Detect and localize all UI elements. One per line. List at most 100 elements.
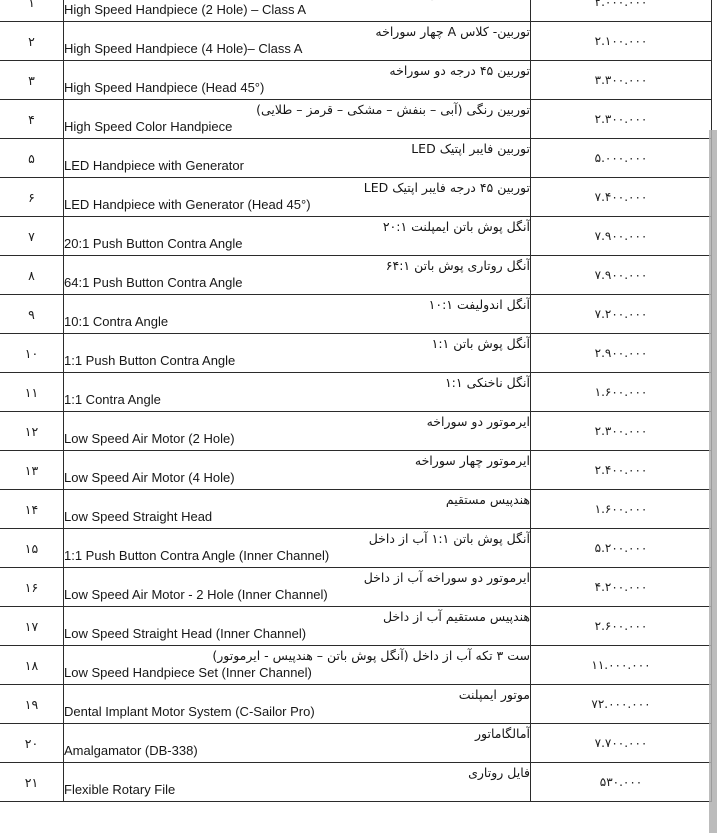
cell-description: آنگل پوش باتن ایمپلنت ۲۰:۱ 20:1 Push Butt… bbox=[63, 216, 531, 256]
table-row: ۷.۷۰۰.۰۰۰ آمالگاماتور Amalgamator (DB-338)… bbox=[0, 723, 712, 763]
cell-row-number: ۱۵ bbox=[0, 528, 64, 568]
description-english: Low Speed Air Motor - 2 Hole (Inner Chan… bbox=[64, 586, 328, 602]
cell-price: ۱.۶۰۰.۰۰۰ bbox=[530, 489, 712, 529]
description-english: High Speed Handpiece (4 Hole)– Class A bbox=[64, 40, 303, 56]
cell-row-number: ۱۷ bbox=[0, 606, 64, 646]
cell-price: ۱۱.۰۰۰.۰۰۰ bbox=[530, 645, 712, 685]
cell-row-number: ۱۰ bbox=[0, 333, 64, 373]
table-row: ۴.۲۰۰.۰۰۰ ایرموتور دو سوراخه آب از داخل Lo… bbox=[0, 567, 712, 607]
description-persian: آنگل پوش باتن ۱:۱ آب از داخل bbox=[368, 531, 530, 547]
cell-row-number: ۱۶ bbox=[0, 567, 64, 607]
description-english: 1:1 Push Button Contra Angle bbox=[64, 352, 236, 368]
table-row: ۷.۹۰۰.۰۰۰ آنگل پوش باتن ایمپلنت ۲۰:۱ 20:1 … bbox=[0, 216, 712, 256]
description-persian: ایرموتور دو سوراخه bbox=[426, 414, 530, 430]
table-row: ۵.۲۰۰.۰۰۰ آنگل پوش باتن ۱:۱ آب از داخل 1:1… bbox=[0, 528, 712, 568]
cell-description: آنگل پوش باتن ۱:۱ آب از داخل 1:1 Push But… bbox=[63, 528, 531, 568]
description-english: Dental Implant Motor System (C-Sailor Pr… bbox=[64, 703, 315, 719]
cell-description: موتور ایمپلنت Dental Implant Motor System… bbox=[63, 684, 531, 724]
cell-price: ۷.۴۰۰.۰۰۰ bbox=[530, 177, 712, 217]
cell-description: هندپیس مستقیم Low Speed Straight Head bbox=[63, 489, 531, 529]
description-english: Low Speed Air Motor (2 Hole) bbox=[64, 430, 235, 446]
description-persian: ست ۳ تکه آب از داخل (آنگل پوش باتن – هند… bbox=[212, 648, 530, 664]
description-english: 20:1 Push Button Contra Angle bbox=[64, 235, 243, 251]
description-persian: موتور ایمپلنت bbox=[458, 687, 530, 703]
cell-row-number: ۲۰ bbox=[0, 723, 64, 763]
cell-description: ست ۳ تکه آب از داخل (آنگل پوش باتن – هند… bbox=[63, 645, 531, 685]
cell-price: ۷.۲۰۰.۰۰۰ bbox=[530, 294, 712, 334]
cell-row-number: ۵ bbox=[0, 138, 64, 178]
cell-description: هندپیس مستقیم آب از داخل Low Speed Straig… bbox=[63, 606, 531, 646]
cell-row-number: ۱۲ bbox=[0, 411, 64, 451]
description-english: 1:1 Contra Angle bbox=[64, 391, 161, 407]
cell-row-number: ۱ bbox=[0, 0, 64, 22]
table-row: ۱.۶۰۰.۰۰۰ آنگل ناخنکی ۱:۱ 1:1 Contra Angle… bbox=[0, 372, 712, 412]
description-persian: توربین رنگی (آبی – بنفش – مشکی – قرمز – … bbox=[256, 102, 530, 118]
table-row: ۲.۹۰۰.۰۰۰ آنگل پوش باتن ۱:۱ 1:1 Push Butto… bbox=[0, 333, 712, 373]
cell-description: آمالگاماتور Amalgamator (DB-338) bbox=[63, 723, 531, 763]
cell-description: توربین رنگی (آبی – بنفش – مشکی – قرمز – … bbox=[63, 99, 531, 139]
cell-price: ۲.۳۰۰.۰۰۰ bbox=[530, 411, 712, 451]
cell-description: فایل روتاری Flexible Rotary File bbox=[63, 762, 531, 802]
cell-description: توربین فایبر اپتیک LED LED Handpiece with… bbox=[63, 138, 531, 178]
description-english: Low Speed Handpiece Set (Inner Channel) bbox=[64, 664, 312, 680]
cell-row-number: ۲۱ bbox=[0, 762, 64, 802]
cell-price: ۷.۹۰۰.۰۰۰ bbox=[530, 255, 712, 295]
description-english: Low Speed Straight Head (Inner Channel) bbox=[64, 625, 307, 641]
description-english: Amalgamator (DB-338) bbox=[64, 742, 198, 758]
description-english: 1:1 Push Button Contra Angle (Inner Chan… bbox=[64, 547, 330, 563]
table-row: ۲.۳۰۰.۰۰۰ توربین رنگی (آبی – بنفش – مشکی … bbox=[0, 99, 712, 139]
description-persian: توربین ۴۵ درجه فایبر اپتیک LED bbox=[363, 180, 530, 196]
cell-row-number: ۸ bbox=[0, 255, 64, 295]
cell-price: ۱.۶۰۰.۰۰۰ bbox=[530, 372, 712, 412]
cell-description: ایرموتور دو سوراخه Low Speed Air Motor (2… bbox=[63, 411, 531, 451]
cell-price: ۷۲.۰۰۰.۰۰۰ bbox=[530, 684, 712, 724]
cell-price: ۴.۲۰۰.۰۰۰ bbox=[530, 567, 712, 607]
description-english: LED Handpiece with Generator (Head 45°) bbox=[64, 196, 311, 212]
table-row: ۷.۲۰۰.۰۰۰ آنگل اندولیفت ۱۰:۱ 10:1 Contra A… bbox=[0, 294, 712, 334]
description-persian: توربین فایبر اپتیک LED bbox=[411, 141, 530, 157]
cell-description: ایرموتور دو سوراخه آب از داخل Low Speed A… bbox=[63, 567, 531, 607]
vertical-scrollbar[interactable] bbox=[709, 130, 717, 833]
description-english: LED Handpiece with Generator bbox=[64, 157, 244, 173]
cell-price: ۲.۶۰۰.۰۰۰ bbox=[530, 606, 712, 646]
cell-price: ۲.۱۰۰.۰۰۰ bbox=[530, 21, 712, 61]
description-persian: توربین- کلاس A دو سوراخه bbox=[64, 0, 530, 2]
cell-price: ۲.۹۰۰.۰۰۰ bbox=[530, 333, 712, 373]
table-row: ۷۲.۰۰۰.۰۰۰ موتور ایمپلنت Dental Implant Mo… bbox=[0, 684, 712, 724]
table-row: ۵.۰۰۰.۰۰۰ توربین فایبر اپتیک LED LED Handp… bbox=[0, 138, 712, 178]
table-row: ۲.۱۰۰.۰۰۰ توربین- کلاس A چهار سوراخه High … bbox=[0, 21, 712, 61]
description-english: 10:1 Contra Angle bbox=[64, 313, 169, 329]
description-persian: ایرموتور دو سوراخه آب از داخل bbox=[363, 570, 530, 586]
cell-row-number: ۱۳ bbox=[0, 450, 64, 490]
description-english: High Speed Handpiece (2 Hole) – Class A bbox=[64, 1, 307, 17]
description-persian: فایل روتاری bbox=[468, 765, 530, 781]
description-persian: توربین ۴۵ درجه دو سوراخه bbox=[389, 63, 530, 79]
cell-price: ۵.۲۰۰.۰۰۰ bbox=[530, 528, 712, 568]
cell-price: ۷.۹۰۰.۰۰۰ bbox=[530, 216, 712, 256]
cell-price: ۲.۳۰۰.۰۰۰ bbox=[530, 99, 712, 139]
description-persian: آنگل پوش باتن ۱:۱ bbox=[431, 336, 530, 352]
cell-row-number: ۲ bbox=[0, 21, 64, 61]
table-row: ۱۱.۰۰۰.۰۰۰ ست ۳ تکه آب از داخل (آنگل پوش … bbox=[0, 645, 712, 685]
table-row: ۳.۳۰۰.۰۰۰ توربین ۴۵ درجه دو سوراخه High Sp… bbox=[0, 60, 712, 100]
description-english: High Speed Color Handpiece bbox=[64, 118, 233, 134]
description-english: 64:1 Push Button Contra Angle bbox=[64, 274, 243, 290]
table-row: ۲.۳۰۰.۰۰۰ ایرموتور دو سوراخه Low Speed Air… bbox=[0, 411, 712, 451]
cell-description: آنگل ناخنکی ۱:۱ 1:1 Contra Angle bbox=[63, 372, 531, 412]
cell-row-number: ۹ bbox=[0, 294, 64, 334]
cell-price: ۷.۷۰۰.۰۰۰ bbox=[530, 723, 712, 763]
cell-description: آنگل اندولیفت ۱۰:۱ 10:1 Contra Angle bbox=[63, 294, 531, 334]
cell-row-number: ۳ bbox=[0, 60, 64, 100]
description-persian: آنگل روتاری پوش باتن ۶۴:۱ bbox=[385, 258, 530, 274]
cell-row-number: ۱۹ bbox=[0, 684, 64, 724]
cell-price: ۵.۰۰۰.۰۰۰ bbox=[530, 138, 712, 178]
table-row: ۱.۶۰۰.۰۰۰ هندپیس مستقیم Low Speed Straight… bbox=[0, 489, 712, 529]
cell-description: توربین ۴۵ درجه دو سوراخه High Speed Handp… bbox=[63, 60, 531, 100]
cell-row-number: ۱۱ bbox=[0, 372, 64, 412]
table-row: ۲.۶۰۰.۰۰۰ هندپیس مستقیم آب از داخل Low Spe… bbox=[0, 606, 712, 646]
